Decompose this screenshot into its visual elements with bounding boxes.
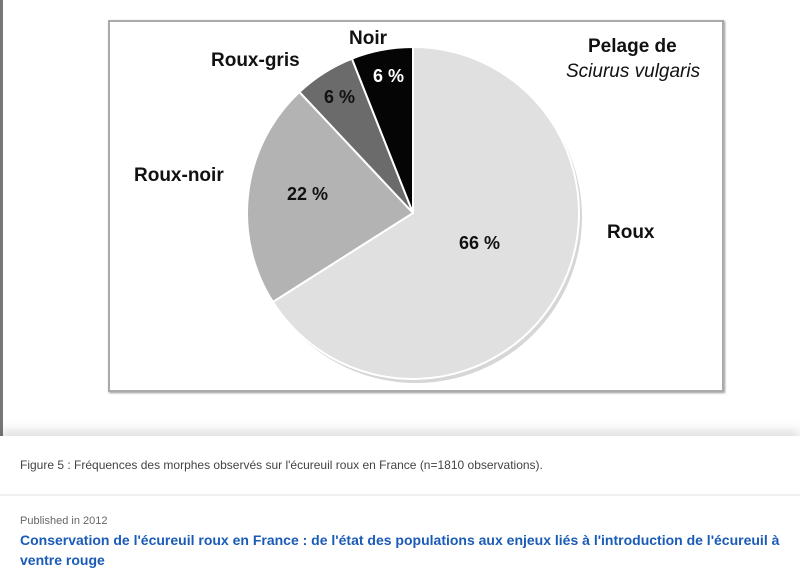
divider (0, 494, 800, 496)
pie-chart (246, 45, 582, 383)
label-roux: Roux (607, 222, 655, 243)
published-date: Published in 2012 (20, 515, 108, 527)
background-page-edge (0, 0, 3, 573)
pct-roux-gris: 6 % (324, 87, 356, 107)
pct-roux-noir: 22 % (287, 184, 329, 204)
label-roux-noir: Roux-noir (134, 165, 224, 186)
pie-slice-roux-noir (246, 90, 415, 304)
label-noir: Noir (349, 28, 387, 49)
chart-title-line1: Pelage de (588, 36, 677, 57)
figure-caption: Figure 5 : Fréquences des morphes observ… (20, 458, 543, 472)
figure-info-panel: Figure 5 : Fréquences des morphes observ… (0, 436, 800, 573)
pie-slice-noir (350, 45, 414, 214)
label-roux-gris: Roux-gris (211, 50, 300, 71)
pct-noir: 6 % (373, 66, 405, 86)
pct-roux: 66 % (459, 233, 501, 253)
pie-slice-roux (271, 45, 580, 380)
chart-title-line2: Sciurus vulgaris (566, 61, 701, 82)
publication-title-link[interactable]: Conservation de l'écureuil roux en Franc… (20, 532, 780, 568)
